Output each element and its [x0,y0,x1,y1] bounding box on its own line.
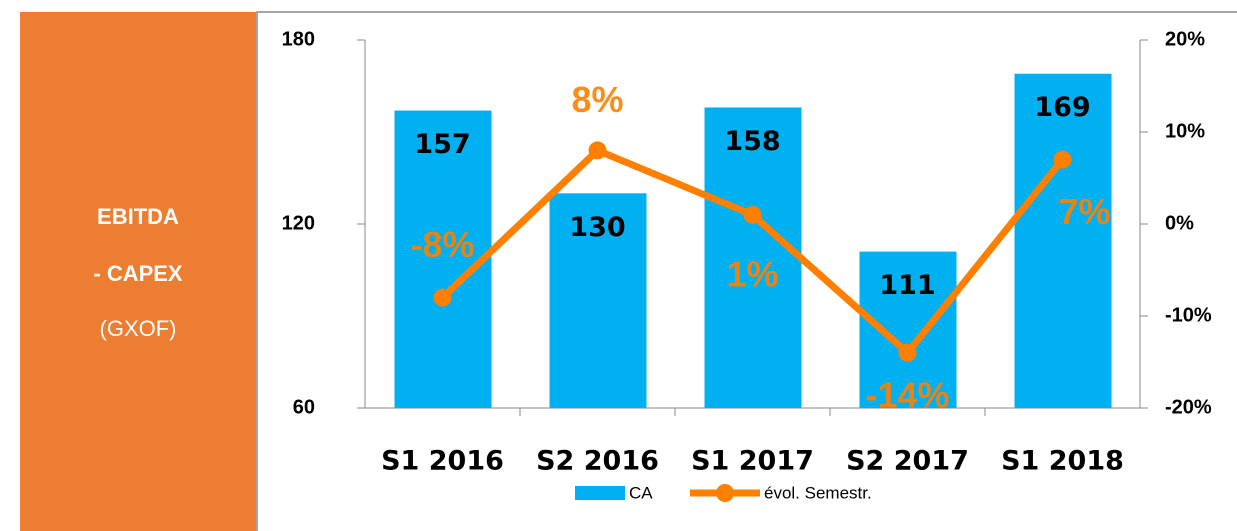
bar [549,193,647,408]
bar [1014,73,1112,408]
line-label: 1% [726,253,778,294]
bar-label: 130 [569,212,625,243]
x-tick-label: S2 2017 [846,446,969,477]
line-label: 8% [571,79,623,120]
y2-tick-label: -10% [1165,304,1212,326]
x-tick-label: S1 2017 [691,446,814,477]
y-tick-label: 60 [293,396,315,418]
y2-tick-label: 0% [1165,212,1194,234]
bar-label: 111 [879,270,935,301]
bar-label: 169 [1034,92,1090,123]
legend-label: évol. Semestr. [764,483,872,502]
legend-swatch [716,484,734,502]
x-tick-label: S2 2016 [536,446,659,477]
panel-unit: (GXOF) [100,316,177,341]
bar [859,251,957,408]
panel-title: EBITDA [97,204,179,229]
y-tick-label: 120 [282,212,315,234]
bar-label: 157 [414,129,470,160]
line-marker [743,205,762,224]
line-label: 7% [1058,191,1110,232]
side-panel [20,12,256,531]
panel-title: - CAPEX [93,261,183,286]
legend-label: CA [629,483,653,502]
line-marker [898,343,917,362]
y2-tick-label: 10% [1165,120,1205,142]
bar [394,110,492,409]
line-marker [588,141,607,160]
bar [704,107,802,408]
y2-tick-label: -20% [1165,396,1212,418]
y-tick-label: 180 [282,28,315,50]
line-marker [1053,150,1072,169]
legend-swatch [575,486,625,500]
x-tick-label: S1 2016 [381,446,504,477]
line-label: -8% [410,224,474,265]
line-label: -14% [865,374,949,415]
x-tick-label: S1 2018 [1001,446,1124,477]
bar-label: 158 [724,126,780,157]
line-marker [433,288,452,307]
y2-tick-label: 20% [1165,28,1205,50]
